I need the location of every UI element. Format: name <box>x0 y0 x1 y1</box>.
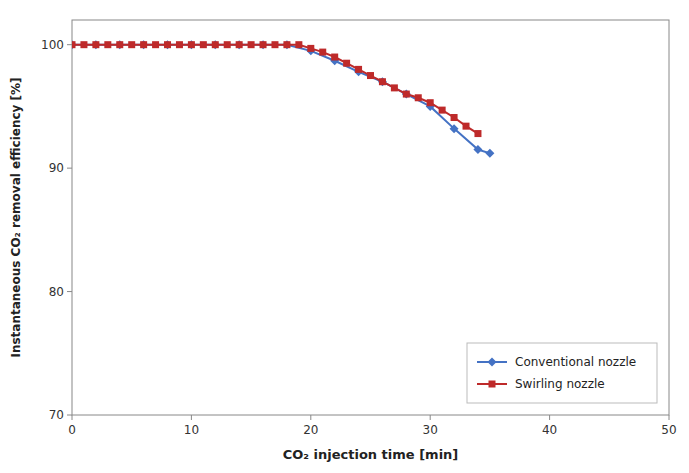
y-tick-label: 70 <box>49 408 64 422</box>
y-tick-label: 100 <box>41 38 64 52</box>
y-tick <box>67 44 72 45</box>
y-tick <box>67 168 72 169</box>
series-line <box>72 45 490 154</box>
point <box>259 40 268 49</box>
point <box>72 41 76 48</box>
point <box>282 40 291 49</box>
point <box>152 41 159 48</box>
point <box>176 41 183 48</box>
point <box>463 123 470 130</box>
point <box>403 91 410 98</box>
point <box>104 41 111 48</box>
x-tick <box>72 415 73 420</box>
y-tick-label: 80 <box>49 285 64 299</box>
point <box>128 41 135 48</box>
point <box>355 66 362 73</box>
y-tick <box>67 415 72 416</box>
legend-label: Swirling nozzle <box>515 377 605 391</box>
point <box>116 41 123 48</box>
point <box>474 130 481 137</box>
point <box>473 145 482 154</box>
point <box>91 40 100 49</box>
x-tick-label: 30 <box>423 423 438 437</box>
point <box>164 41 171 48</box>
point <box>80 41 87 48</box>
point <box>140 41 147 48</box>
x-axis-label: CO₂ injection time [min] <box>283 447 459 462</box>
legend: Conventional nozzle Swirling nozzle <box>467 343 657 403</box>
point <box>92 41 99 48</box>
point <box>200 41 207 48</box>
point <box>235 40 244 49</box>
point <box>187 40 196 49</box>
point <box>283 41 290 48</box>
point <box>485 149 494 158</box>
x-tick-label: 10 <box>184 423 199 437</box>
point <box>450 124 459 133</box>
legend-box <box>467 343 657 403</box>
point <box>139 40 148 49</box>
legend-label: Conventional nozzle <box>515 355 636 369</box>
y-axis-label: Instantaneous CO₂ removal efficiency [%] <box>9 77 23 357</box>
point <box>415 94 422 101</box>
x-tick-label: 40 <box>542 423 557 437</box>
x-tick-label: 0 <box>68 423 76 437</box>
point <box>260 41 267 48</box>
point <box>271 41 278 48</box>
y-tick <box>67 291 72 292</box>
x-tick-label: 50 <box>661 423 676 437</box>
point <box>212 41 219 48</box>
point <box>451 114 458 121</box>
point <box>427 99 434 106</box>
point <box>211 40 220 49</box>
point <box>402 90 411 99</box>
point <box>248 41 255 48</box>
x-tick <box>430 415 431 420</box>
legend-marker <box>488 358 497 367</box>
point <box>295 41 302 48</box>
chart: 0 10 20 30 40 50 70 80 90 100 CO₂ injection time [… <box>0 0 689 473</box>
point <box>379 78 386 85</box>
point <box>439 107 446 114</box>
point <box>188 41 195 48</box>
point <box>307 45 314 52</box>
point <box>319 49 326 56</box>
x-tick <box>669 415 670 420</box>
y-tick-label: 90 <box>49 161 64 175</box>
point <box>331 54 338 61</box>
x-tick-label: 20 <box>303 423 318 437</box>
series-line <box>72 45 478 134</box>
point <box>378 77 387 86</box>
data-group <box>72 40 494 158</box>
point <box>367 72 374 79</box>
x-tick <box>191 415 192 420</box>
x-tick <box>310 415 311 420</box>
point <box>343 60 350 67</box>
point <box>236 41 243 48</box>
point <box>163 40 172 49</box>
point <box>224 41 231 48</box>
legend-marker <box>489 381 496 388</box>
plot-frame <box>72 20 669 415</box>
x-tick <box>549 415 550 420</box>
point <box>115 40 124 49</box>
point <box>391 84 398 91</box>
